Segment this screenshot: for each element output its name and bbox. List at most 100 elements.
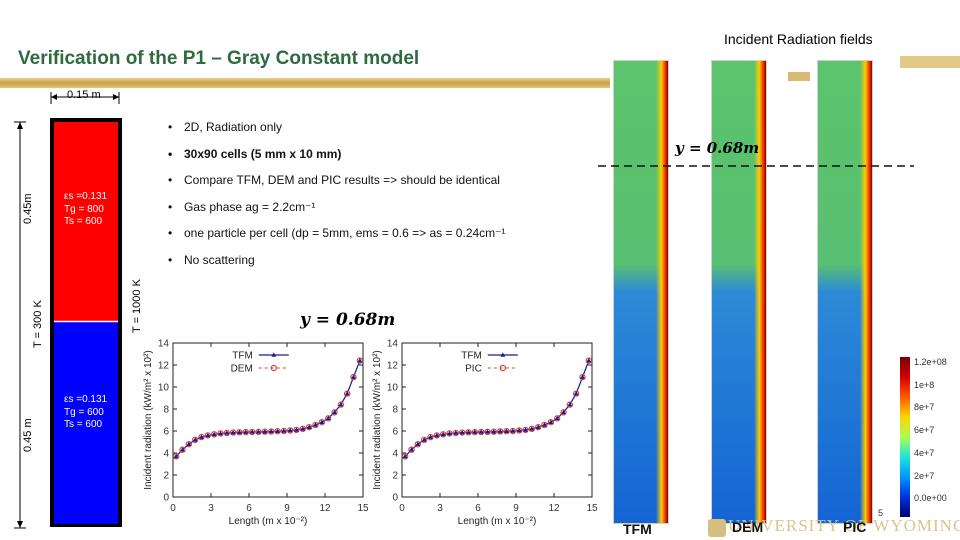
bottom-gas-temp: Tg = 600 [64,406,104,418]
x-axis-title: Length (m x 10⁻²) [229,516,308,527]
y-tick-label: 8 [163,405,169,416]
y-tick-label: 10 [387,383,399,394]
y-tick-label: 6 [392,427,398,438]
colorbar-tick: 8e+7 [914,402,935,413]
point-tfm [510,428,516,433]
point-tfm [192,437,198,442]
legend-label: DEM [231,364,253,375]
point-dem [267,428,275,435]
bullet-item: Gas phase ag = 2.2cm⁻¹ [168,194,506,221]
bottom-region [54,322,118,524]
point-tfm [453,430,459,435]
y-tick-label: 6 [163,427,169,438]
decor-gold-piece [788,72,810,81]
y-tick-label: 0 [163,493,169,504]
y-tick-label: 10 [158,383,170,394]
point-pic [433,432,441,439]
y-tick-label: 8 [392,405,398,416]
x-tick-label: 6 [475,503,481,514]
point-dem [356,357,364,364]
point-tfm [230,429,236,435]
plot-frame [401,342,593,498]
point-tfm [300,426,306,431]
point-tfm [199,434,204,439]
colorbar-tick: 1.2e+08 [914,357,947,367]
point-tfm [332,409,337,415]
point-tfm [567,402,573,407]
point-tfm [294,427,299,432]
point-pic [528,425,536,433]
point-tfm [211,431,217,437]
legend-marker [271,352,277,357]
bullet-item: No scattering [168,247,506,274]
point-tfm [249,429,255,434]
top-emissivity: εs =0.131 [64,191,108,202]
point-tfm [421,437,427,442]
point-pic [547,418,555,426]
y-axis-title: Incident radiation (kW/m² x 10²) [372,350,383,490]
point-tfm [325,415,331,421]
point-dem [337,401,345,408]
y-tick-label: 4 [392,449,398,460]
point-dem [318,418,326,426]
field-cut-line [598,165,914,167]
x-tick-label: 15 [586,503,598,514]
point-tfm [415,441,421,446]
point-tfm [434,432,440,438]
bullet-item: 30x90 cells (5 mm x 10 mm) [168,141,506,168]
point-tfm [529,426,535,431]
point-tfm [554,415,560,421]
point-tfm [573,391,579,396]
point-pic [401,453,409,460]
point-tfm [338,402,344,407]
point-tfm [428,434,433,439]
fields-title: Incident Radiation fields [724,31,873,47]
point-pic [566,401,574,408]
legend-label: TFM [232,351,253,362]
width-arrow-right-head [113,94,119,100]
legend-label: PIC [465,364,482,375]
point-dem [242,428,250,436]
point-tfm [287,427,293,433]
colorbar-tick: 2e+7 [914,470,935,481]
title-underline-bar [0,78,610,88]
page-number: 5 [878,508,884,518]
field-location-equation: y = 0.68m [675,139,760,157]
width-arrow-left-head [51,94,57,100]
point-tfm [262,429,268,434]
x-tick-label: 3 [208,503,214,514]
point-tfm [447,430,452,436]
width-label: 0.15 m [67,89,101,101]
field-strip-tfm [613,60,669,524]
top-solid-temp: Ts = 600 [64,216,103,227]
legend-marker [270,364,277,372]
point-pic [572,390,580,397]
point-pic [515,427,523,434]
x-tick-label: 12 [319,503,331,514]
colorbar-tick: 0.0e+00 [914,493,947,504]
slide-title: Verification of the P1 – Gray Constant m… [18,48,420,69]
point-tfm [409,447,414,452]
point-tfm [319,419,325,424]
point-pic [522,426,529,434]
point-tfm [504,428,509,434]
point-tfm [586,358,592,363]
point-tfm [256,429,261,434]
point-dem [223,429,231,437]
point-tfm [561,409,566,415]
point-dem [293,426,300,434]
chart-tfm-pic: 0 2 4 6 8 10 12 14 0 3 6 9 12 15 Length (m x 10⁻²) Inci… [372,339,598,528]
y-tick-label: 2 [163,471,169,482]
point-dem [204,432,212,439]
x-axis-title: Length (m x 10⁻²) [458,516,537,527]
point-tfm [224,430,230,435]
point-pic [452,429,460,437]
point-pic [490,428,498,435]
plot-frame [172,342,364,498]
point-dem [299,425,307,433]
point-tfm [580,374,585,379]
height-bottom-label: 0.45 m [22,418,34,452]
point-tfm [351,374,356,379]
y-axis-title: Incident radiation (kW/m² x 10²) [143,350,154,490]
point-tfm [173,453,179,459]
